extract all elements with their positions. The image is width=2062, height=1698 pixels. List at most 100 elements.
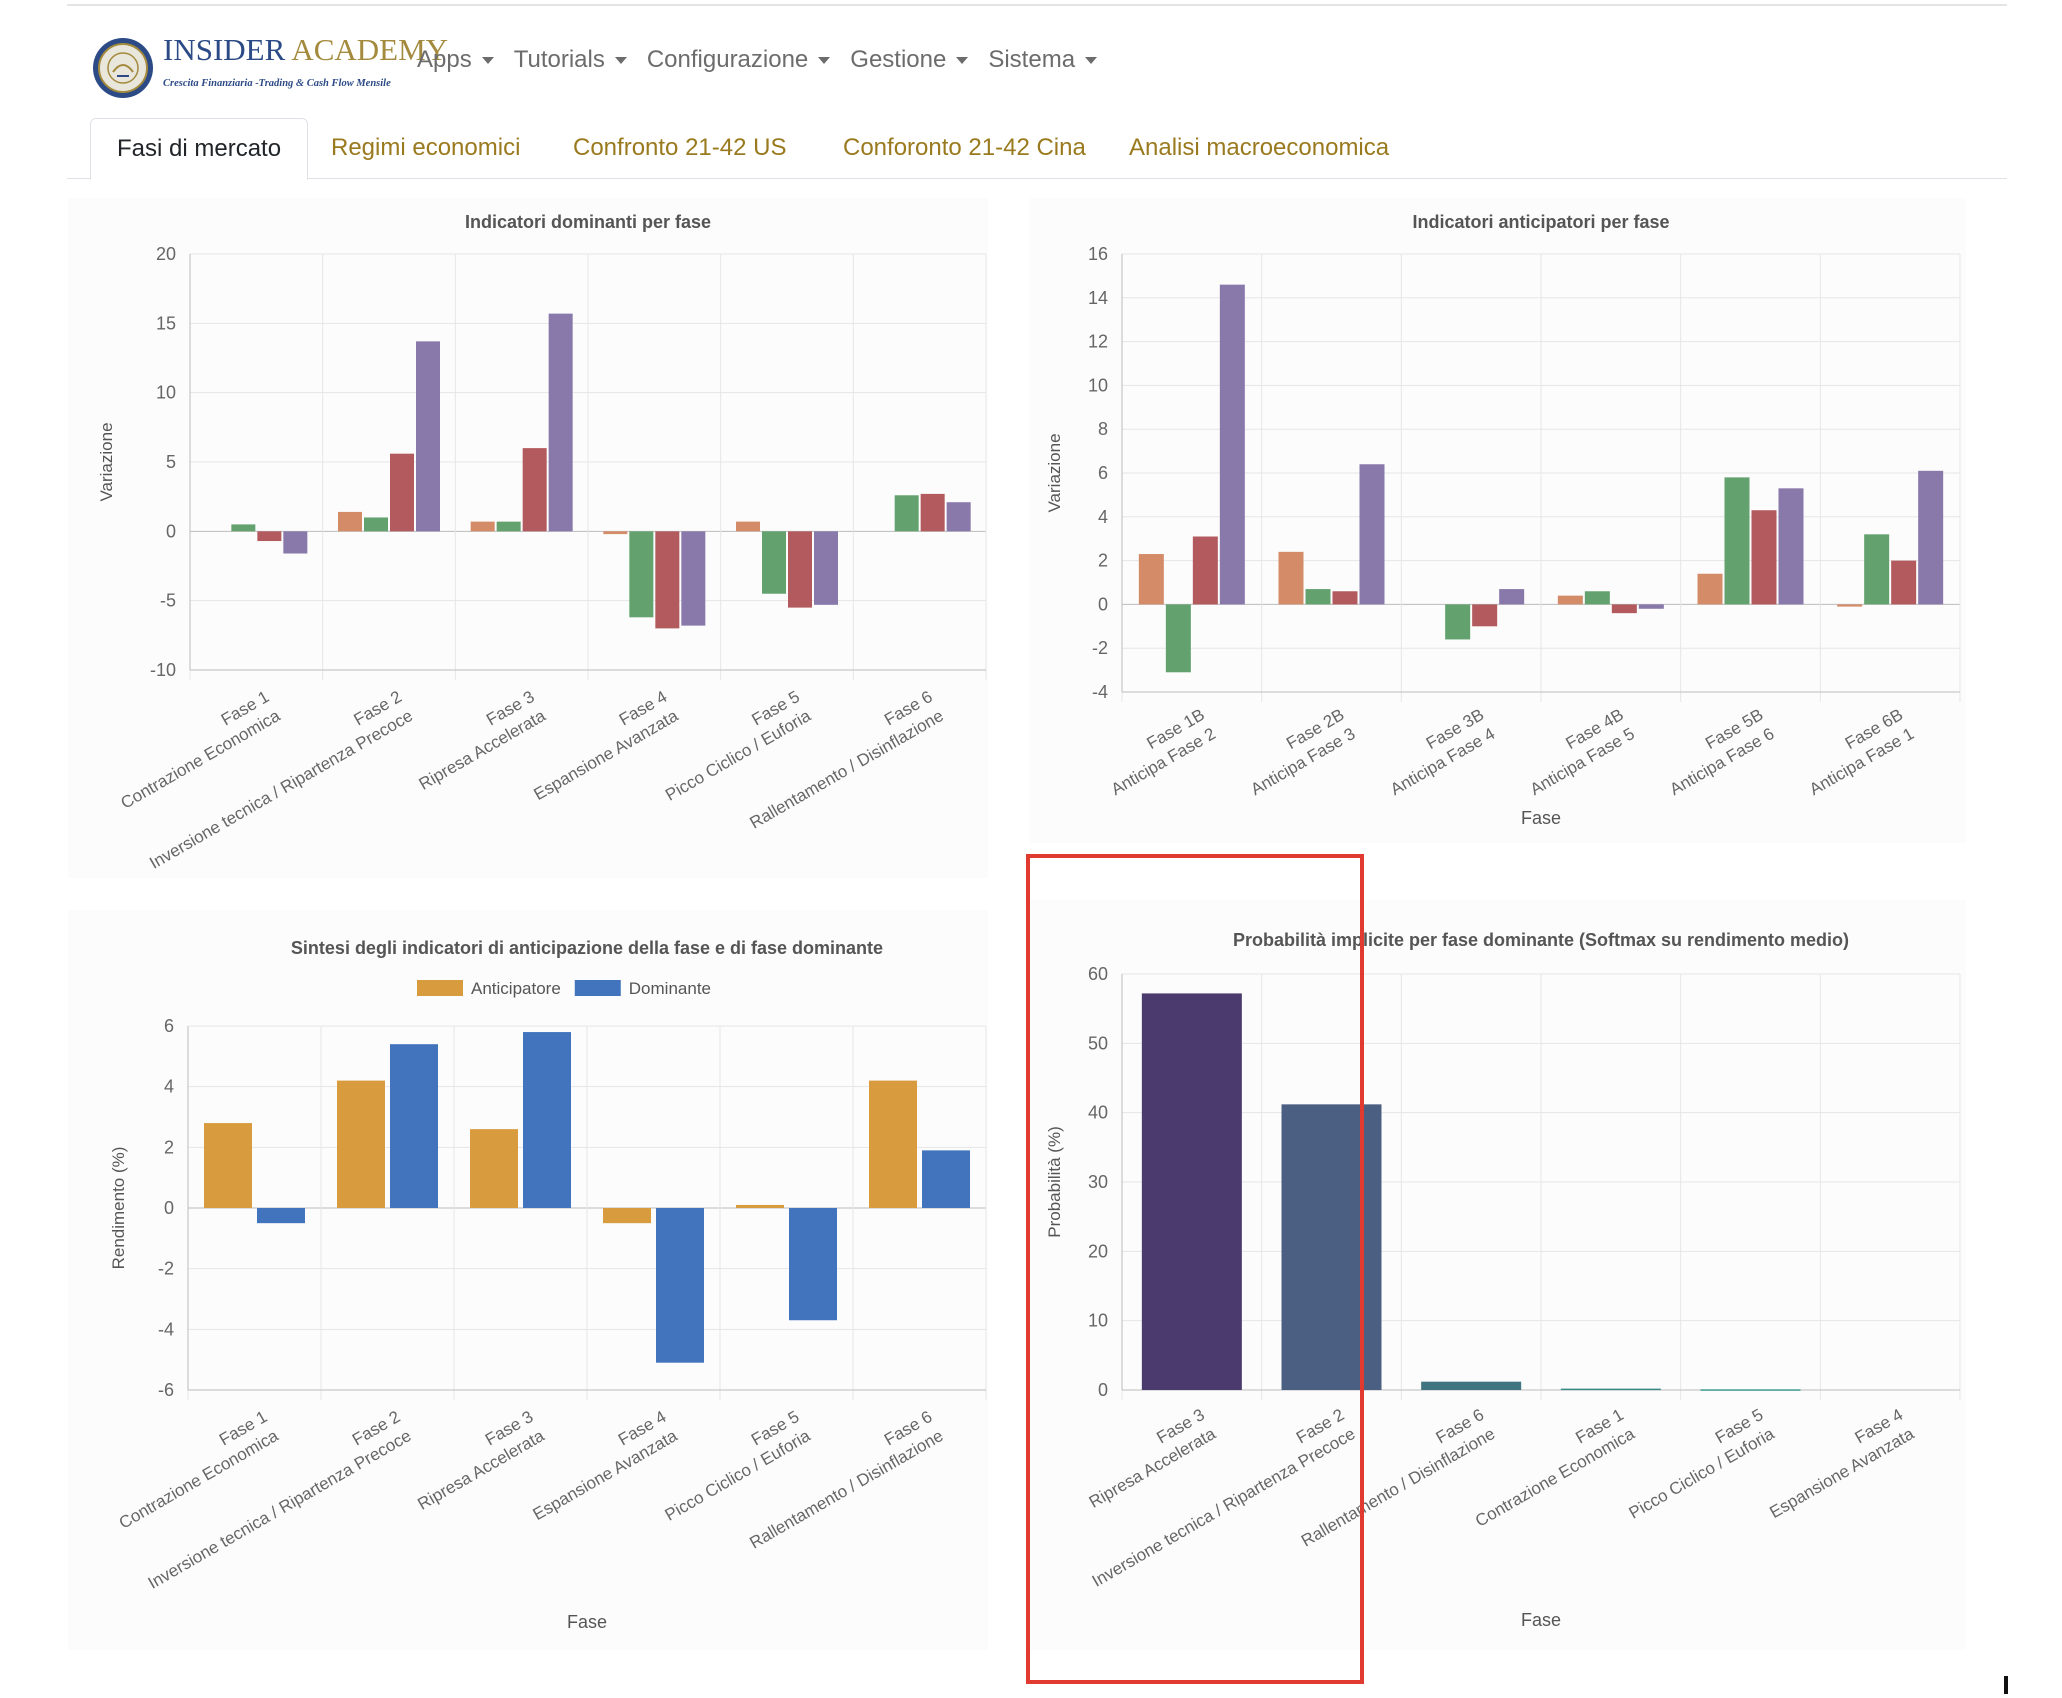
bar <box>496 521 521 532</box>
chart-panel-dominanti: Indicatori dominanti per fase -10 -5 0 5 10 15… <box>68 198 988 878</box>
menu-configurazione[interactable]: Configurazione <box>647 46 831 74</box>
bar <box>1611 604 1637 614</box>
bar <box>629 531 654 618</box>
menu-gestione-label: Gestione <box>850 46 947 73</box>
y-axis-label: Probabilità (%) <box>1045 1126 1064 1238</box>
bar <box>1278 551 1304 605</box>
bar <box>338 511 362 532</box>
bar <box>603 1208 651 1224</box>
bar <box>814 531 838 605</box>
x-tick-label: Espansione Avanzata <box>1766 1424 1917 1522</box>
menu-tutorials[interactable]: Tutorials <box>514 46 627 74</box>
bar <box>1219 284 1245 605</box>
tab-confronto-cina[interactable]: Conforonto 21-42 Cina <box>843 134 1086 161</box>
y-tick-label: 40 <box>1088 1103 1108 1123</box>
bar <box>1557 595 1583 605</box>
x-axis-label: Fase <box>1521 1610 1561 1630</box>
tab-bar: Fasi di mercato Regimi economici Confron… <box>67 118 2007 180</box>
y-tick-label: 16 <box>1088 244 1108 264</box>
tab-fasi-di-mercato[interactable]: Fasi di mercato <box>90 118 309 180</box>
y-tick-label: 6 <box>164 1016 174 1036</box>
y-tick-label: -10 <box>150 660 176 680</box>
chevron-down-icon <box>614 56 627 64</box>
x-axis-label: Fase <box>567 1612 607 1632</box>
y-tick-label: 0 <box>1098 594 1108 614</box>
bar <box>1165 604 1191 673</box>
y-axis-label: Rendimento (%) <box>109 1147 128 1270</box>
tab-confronto-us[interactable]: Confronto 21-42 US <box>573 134 787 161</box>
x-tick-label: Inversione tecnica / Ripartenza Precoce <box>146 706 416 873</box>
bar <box>869 1080 917 1208</box>
bar <box>337 1080 385 1208</box>
bar <box>548 313 573 532</box>
bar <box>1332 591 1358 605</box>
brand-name: INSIDER ACADEMY <box>163 32 448 68</box>
bar <box>1472 604 1498 627</box>
y-tick-label: 0 <box>166 521 176 541</box>
brand-name-part1: INSIDER <box>163 32 286 67</box>
bar <box>920 493 945 532</box>
chart-dominanti: Indicatori dominanti per fase -10 -5 0 5 10 15… <box>97 212 987 873</box>
legend-swatch <box>417 980 463 996</box>
x-tick-label: Inversione tecnica / Ripartenza Precoce <box>1089 1424 1359 1591</box>
legend-label: Dominante <box>629 979 711 998</box>
y-tick-label: 4 <box>164 1077 174 1097</box>
y-tick-label: 4 <box>1098 507 1108 527</box>
navbar: INSIDER ACADEMY Crescita Finanziaria -Tr… <box>67 20 2007 110</box>
chart-panel-probabilita: Probabilità implicite per fase dominante… <box>1030 900 1966 1650</box>
bar <box>522 448 547 532</box>
chart-probabilita: Probabilità implicite per fase dominante… <box>1045 930 1961 1630</box>
bar <box>894 495 919 532</box>
bar <box>789 1208 837 1321</box>
bar <box>788 531 812 608</box>
y-tick-label: 2 <box>164 1137 174 1157</box>
bar <box>283 531 308 554</box>
chevron-down-icon <box>481 56 494 64</box>
tab-analisi-macroeconomica[interactable]: Analisi macroeconomica <box>1129 134 1390 161</box>
bar <box>1697 573 1723 605</box>
bar <box>1560 1388 1661 1391</box>
bar <box>681 531 706 626</box>
y-tick-label: -4 <box>158 1319 174 1339</box>
bar <box>470 521 495 532</box>
y-tick-label: -4 <box>1092 682 1108 702</box>
chart-title: Indicatori dominanti per fase <box>465 212 711 232</box>
y-tick-label: 50 <box>1088 1033 1108 1053</box>
y-tick-label: 10 <box>156 383 176 403</box>
y-tick-label: 60 <box>1088 964 1108 984</box>
y-tick-label: 6 <box>1098 463 1108 483</box>
bar <box>1305 589 1331 605</box>
bar <box>231 524 256 532</box>
bar <box>1837 604 1863 607</box>
chart-title: Sintesi degli indicatori di anticipazion… <box>291 938 883 958</box>
chart-panel-anticipatori: Indicatori anticipatori per fase -4 -2 0 2 4 6… <box>1030 198 1966 843</box>
bar <box>1421 1381 1522 1390</box>
y-tick-label: 15 <box>156 313 176 333</box>
y-tick-label: 20 <box>1088 1241 1108 1261</box>
tab-regimi-economici[interactable]: Regimi economici <box>331 134 521 161</box>
bar <box>257 1208 305 1224</box>
cursor-mark <box>2004 1676 2008 1694</box>
bar <box>1141 993 1242 1390</box>
chart-panel-sintesi: Sintesi degli indicatori di anticipazion… <box>68 910 988 1650</box>
x-tick-label: Espansione Avanzata <box>530 1426 681 1524</box>
brand-logo[interactable]: INSIDER ACADEMY Crescita Finanziaria -Tr… <box>91 26 448 106</box>
brand-name-part2: ACADEMY <box>291 32 449 67</box>
brand-tagline: Crescita Finanziaria -Trading & Cash Flo… <box>163 78 391 89</box>
main-menu: Apps Tutorials Configurazione Gestione S… <box>417 46 1098 74</box>
menu-gestione[interactable]: Gestione <box>850 46 969 74</box>
menu-apps[interactable]: Apps <box>417 46 494 74</box>
x-tick-label: Ripresa Accelerata <box>416 706 550 794</box>
legend-swatch <box>574 980 621 996</box>
menu-sistema[interactable]: Sistema <box>988 46 1098 74</box>
y-tick-label: 20 <box>156 244 176 264</box>
chevron-down-icon <box>1085 56 1098 64</box>
bar <box>1138 554 1164 605</box>
chevron-down-icon <box>818 56 831 64</box>
